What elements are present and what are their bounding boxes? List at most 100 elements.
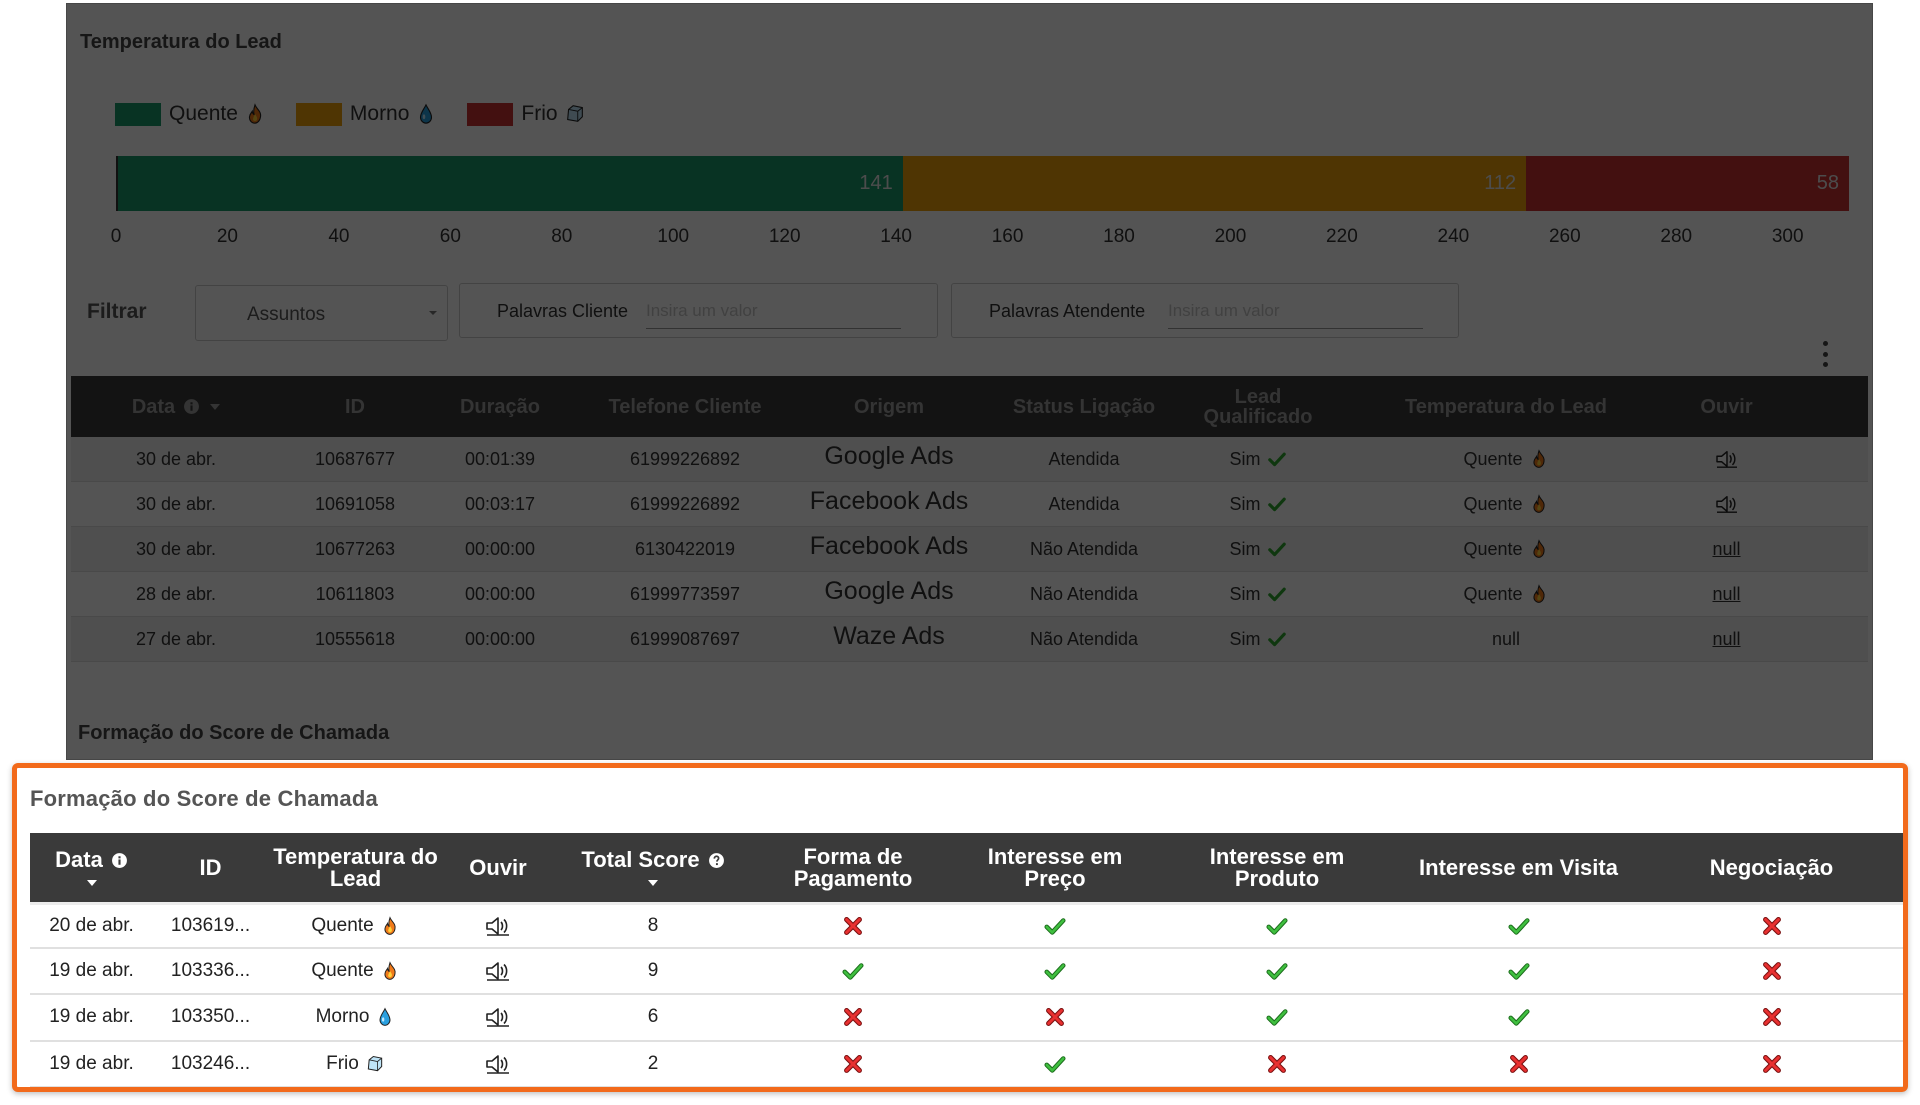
speaker-icon[interactable] <box>485 1053 511 1075</box>
score-col-id[interactable]: ID <box>199 854 222 880</box>
filter-bar: Filtrar Assuntos Palavras Cliente Palavr… <box>67 283 1872 343</box>
water-drop-icon <box>420 103 433 124</box>
fire-icon <box>1532 584 1545 603</box>
calls-col-telefone[interactable]: Telefone Cliente <box>608 395 762 418</box>
table-row[interactable]: 28 de abr. 10611803 00:00:00 61999773597 Goo… <box>71 572 1868 617</box>
x-tick-label: 240 <box>1437 226 1470 247</box>
sort-down-icon[interactable] <box>648 880 658 886</box>
legend-item-quente[interactable]: Quente <box>115 102 266 126</box>
listen-link[interactable]: null <box>1712 628 1741 649</box>
info-icon[interactable] <box>111 852 128 869</box>
calls-col-temperatura[interactable]: Temperatura do Lead <box>1405 395 1607 418</box>
cell-ouvir[interactable] <box>1685 482 1768 526</box>
table-row[interactable]: 20 de abr. 103619... Quente 8 <box>30 902 1903 949</box>
cell-ouvir[interactable]: null <box>1685 617 1768 661</box>
table-row[interactable]: 27 de abr. 10555618 00:00:00 61999087697 Waz… <box>71 617 1868 662</box>
score-card: Formação do Score de Chamada Data ID Tem… <box>12 763 1908 1092</box>
score-col-temperatura[interactable]: Temperatura do Lead <box>268 833 443 902</box>
help-icon[interactable] <box>708 852 725 869</box>
cell-ouvir[interactable] <box>1685 437 1768 481</box>
legend-label-quente: Quente <box>169 102 238 125</box>
cell-telefone: 61999773597 <box>629 583 741 604</box>
calls-col-qualificado[interactable]: Lead Qualificado <box>1189 376 1327 437</box>
table-row[interactable]: 30 de abr. 10691058 00:03:17 61999226892 Fac… <box>71 482 1868 527</box>
table-row[interactable]: 19 de abr. 103246... Frio 2 <box>30 1042 1903 1087</box>
score-col-total-score[interactable]: Total Score <box>553 833 753 902</box>
cell-produto <box>1157 995 1397 1040</box>
listen-link[interactable]: null <box>1712 583 1741 604</box>
cell-origem: Facebook Ads <box>809 487 969 515</box>
calls-col-id[interactable]: ID <box>345 395 365 418</box>
client-words-input[interactable] <box>646 294 901 329</box>
cell-duracao: 00:01:39 <box>464 448 536 469</box>
cell-id: 103350... <box>170 1006 251 1028</box>
cell-produto <box>1157 1042 1397 1087</box>
agent-words-label: Palavras Atendente <box>989 301 1146 321</box>
bar-segment-morno[interactable]: 112 <box>902 156 1527 211</box>
speaker-icon[interactable] <box>1715 494 1739 514</box>
x-tick-label: 300 <box>1771 226 1804 247</box>
score-col-produto[interactable]: Interesse em Produto <box>1157 833 1397 902</box>
x-tick-label: 160 <box>991 226 1024 247</box>
sort-down-icon[interactable] <box>86 880 97 886</box>
cell-ouvir[interactable] <box>443 995 553 1040</box>
speaker-icon[interactable] <box>485 960 511 982</box>
cell-status: Atendida <box>1048 493 1120 514</box>
table-row[interactable]: 30 de abr. 10687677 00:01:39 61999226892 Goo… <box>71 437 1868 482</box>
legend-item-frio[interactable]: Frio <box>467 102 585 126</box>
calls-col-status[interactable]: Status Ligação <box>1012 395 1156 418</box>
calls-col-ouvir[interactable]: Ouvir <box>1700 395 1753 418</box>
x-tick-label: 60 <box>439 226 461 247</box>
temperatura-text: Frio <box>326 1052 359 1074</box>
cell-ouvir[interactable]: null <box>1685 527 1768 571</box>
score-col-negociacao[interactable]: Negociação <box>1709 854 1834 880</box>
cross-icon <box>844 916 862 935</box>
cross-icon <box>844 1054 862 1073</box>
cell-duracao: 00:03:17 <box>464 493 536 514</box>
fire-icon <box>1532 449 1545 468</box>
table-row[interactable]: 19 de abr. 103350... Morno 6 <box>30 995 1903 1042</box>
check-icon <box>1044 1055 1066 1073</box>
cell-temperatura: Quente <box>268 949 443 994</box>
agent-words-input[interactable] <box>1168 294 1423 329</box>
score-col-data[interactable]: Data <box>30 833 153 902</box>
check-icon <box>1267 542 1286 557</box>
cell-telefone: 6130422019 <box>634 538 736 559</box>
more-options-icon[interactable] <box>1819 341 1831 367</box>
cell-id: 103246... <box>170 1052 251 1074</box>
speaker-icon[interactable] <box>485 1006 511 1028</box>
table-row[interactable]: 30 de abr. 10677263 00:00:00 6130422019 Face… <box>71 527 1868 572</box>
cell-data: 19 de abr. <box>49 1006 134 1028</box>
cell-total-score: 6 <box>647 1006 659 1028</box>
cell-ouvir[interactable] <box>443 949 553 994</box>
calls-col-data[interactable]: Data <box>71 376 281 437</box>
score-col-visita[interactable]: Interesse em Visita <box>1419 854 1618 880</box>
calls-col-origem[interactable]: Origem <box>853 395 925 418</box>
cell-data: 19 de abr. <box>49 959 134 981</box>
check-icon <box>1507 917 1530 935</box>
speaker-icon[interactable] <box>485 915 511 937</box>
speaker-icon[interactable] <box>1715 449 1739 469</box>
score-col-preco[interactable]: Interesse em Preço <box>953 833 1157 902</box>
legend-item-morno[interactable]: Morno <box>295 102 438 126</box>
cross-icon <box>1762 1054 1781 1073</box>
calls-col-qualificado-line1: Lead <box>1234 385 1282 408</box>
table-row[interactable]: 19 de abr. 103336... Quente 9 <box>30 949 1903 995</box>
score-col-pagamento[interactable]: Forma de Pagamento <box>753 833 953 902</box>
cell-temperatura: Quente <box>268 905 443 947</box>
info-icon[interactable] <box>183 398 200 415</box>
sort-down-icon[interactable] <box>210 403 221 410</box>
check-icon <box>1507 1009 1530 1026</box>
bar-segment-quente[interactable]: 141 <box>118 156 903 211</box>
cell-ouvir[interactable] <box>443 905 553 947</box>
subjects-select[interactable]: Assuntos <box>195 285 448 341</box>
x-tick-label: 280 <box>1660 226 1693 247</box>
listen-link[interactable]: null <box>1712 538 1741 559</box>
cell-ouvir[interactable] <box>443 1042 553 1087</box>
cell-ouvir[interactable]: null <box>1685 572 1768 616</box>
score-col-ouvir[interactable]: Ouvir <box>469 854 527 880</box>
bar-segment-frio[interactable]: 58 <box>1526 156 1850 211</box>
calls-col-duracao[interactable]: Duração <box>459 395 541 418</box>
qualificado-text: Sim <box>1229 583 1261 604</box>
